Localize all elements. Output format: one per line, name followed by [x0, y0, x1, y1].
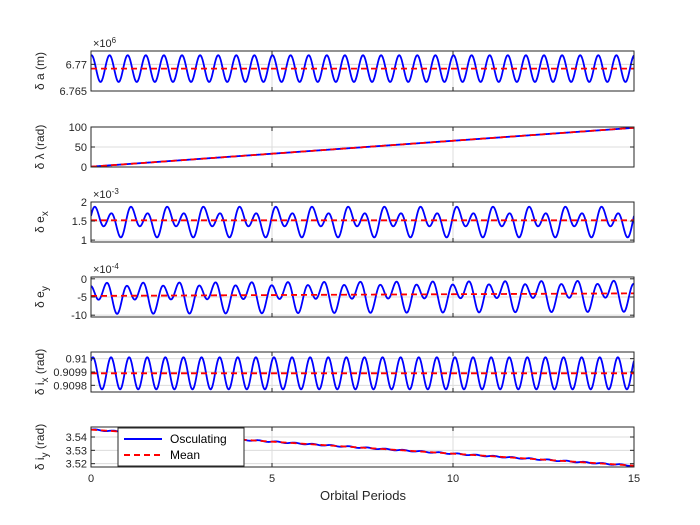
axis-exponent-label-1: ×106	[93, 36, 117, 50]
y-axis-label-part: (rad)	[33, 349, 47, 378]
subplot-1: 6.765 6.77 ×106 δ a (m)	[33, 36, 635, 98]
y-axis-label-6: δ iy (rad)	[33, 424, 51, 470]
legend-box	[117, 427, 245, 467]
osculating-series-line	[91, 356, 634, 391]
axes-frame	[90, 426, 635, 468]
y-tick-label: 50	[75, 142, 87, 154]
plot-area	[91, 51, 634, 91]
y-axis-label-2: δ λ (rad)	[33, 125, 47, 170]
axis-exponent-power: -3	[112, 187, 120, 196]
x-tick-label: 0	[88, 473, 94, 485]
y-tick-label: -5	[77, 292, 87, 304]
y-tick-label: 3.54	[66, 432, 87, 444]
osculating-series-line	[91, 54, 634, 83]
y-axis-label-4: δ ey	[33, 286, 51, 308]
x-axis-label: Orbital Periods	[320, 488, 406, 503]
y-axis-label-part: δ i	[33, 382, 47, 395]
y-tick-label: 6.77	[66, 59, 87, 71]
mean-series-line	[91, 292, 634, 297]
axes-frame	[90, 50, 635, 92]
axis-exponent-base: ×10	[93, 264, 112, 276]
axis-exponent-power: -4	[112, 262, 120, 271]
legend-osculating-label: Osculating	[170, 432, 227, 446]
legend: Osculating Mean	[117, 427, 245, 467]
y-tick-label: 1	[81, 235, 87, 247]
legend-mean-label: Mean	[170, 448, 200, 462]
x-tick-label: 10	[447, 473, 459, 485]
axis-exponent-label-3: ×10-3	[93, 187, 119, 201]
y-axis-label-subscript: x	[40, 377, 51, 382]
axis-exponent-base: ×10	[93, 38, 112, 50]
y-tick-label: 3.53	[66, 445, 87, 457]
y-tick-label: 3.52	[66, 459, 87, 471]
axis-exponent-power: 6	[112, 36, 117, 45]
y-tick-label: 0	[81, 274, 87, 286]
x-tick-label: 5	[269, 473, 275, 485]
mean-series-line	[91, 127, 634, 167]
subplot-2: 0 50 100 δ λ (rad)	[33, 122, 635, 174]
y-tick-label: -10	[71, 310, 87, 322]
y-tick-label: 2	[81, 197, 87, 209]
axes-frame	[90, 201, 635, 243]
x-tick-label: 15	[628, 473, 640, 485]
y-tick-label: 100	[69, 122, 87, 134]
y-tick-label: 6.765	[59, 86, 87, 98]
y-tick-label: 0.9098	[53, 380, 87, 392]
y-axis-label-subscript: x	[40, 211, 51, 216]
y-axis-label-1: δ a (m)	[33, 52, 47, 90]
plot-area	[91, 202, 634, 242]
osculating-series-line	[91, 205, 634, 239]
y-axis-label-5: δ ix (rad)	[33, 349, 51, 395]
axis-exponent-label-4: ×10-4	[93, 262, 119, 276]
y-axis-label-part: δ e	[33, 216, 47, 233]
y-tick-label: 0.91	[66, 354, 87, 366]
y-axis-label-part: (rad)	[33, 424, 47, 453]
y-tick-label: 0.9099	[53, 367, 87, 379]
osculating-series-line	[91, 279, 634, 315]
subplot-3: 1 1.5 2 ×10-3 δ ex	[33, 187, 635, 247]
y-tick-label: 0	[81, 162, 87, 174]
y-axis-label-part: δ i	[33, 457, 47, 470]
y-axis-label-subscript: y	[40, 452, 51, 457]
y-tick-label: 1.5	[72, 216, 87, 228]
y-axis-label-3: δ ex	[33, 211, 51, 233]
y-axis-label-subscript: y	[40, 286, 51, 291]
subplot-4: -10 -5 0 ×10-4 δ ey	[33, 262, 635, 322]
y-axis-label-part: δ e	[33, 291, 47, 308]
axis-exponent-base: ×10	[93, 189, 112, 201]
